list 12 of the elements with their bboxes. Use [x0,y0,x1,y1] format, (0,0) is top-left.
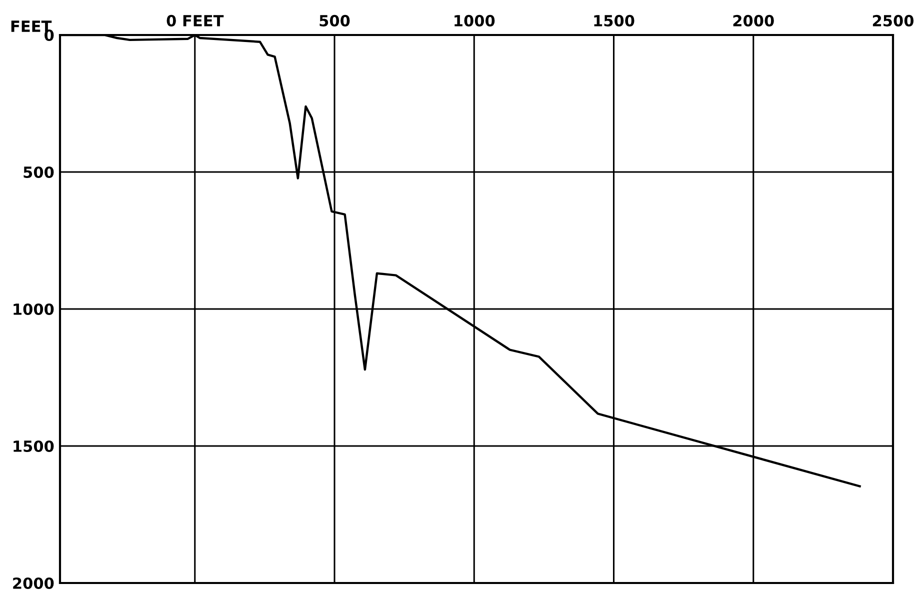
y-tick-label: 500 [24,166,54,178]
x-tick-label: 2500 [872,14,914,26]
y-tick-label: 2000 [13,577,54,590]
x-tick-label: 0 FEET [166,14,224,26]
x-tick-label: 500 [320,14,350,26]
y-tick-label: 1500 [14,440,54,452]
y-tick-label: 1000 [14,303,54,316]
y-axis-title: FEET [11,20,52,32]
x-tick-label: 2000 [733,14,774,26]
x-tick-label: 1500 [594,14,634,26]
x-tick-label: 1000 [454,14,495,26]
y-tick-label: 0 [44,29,54,42]
